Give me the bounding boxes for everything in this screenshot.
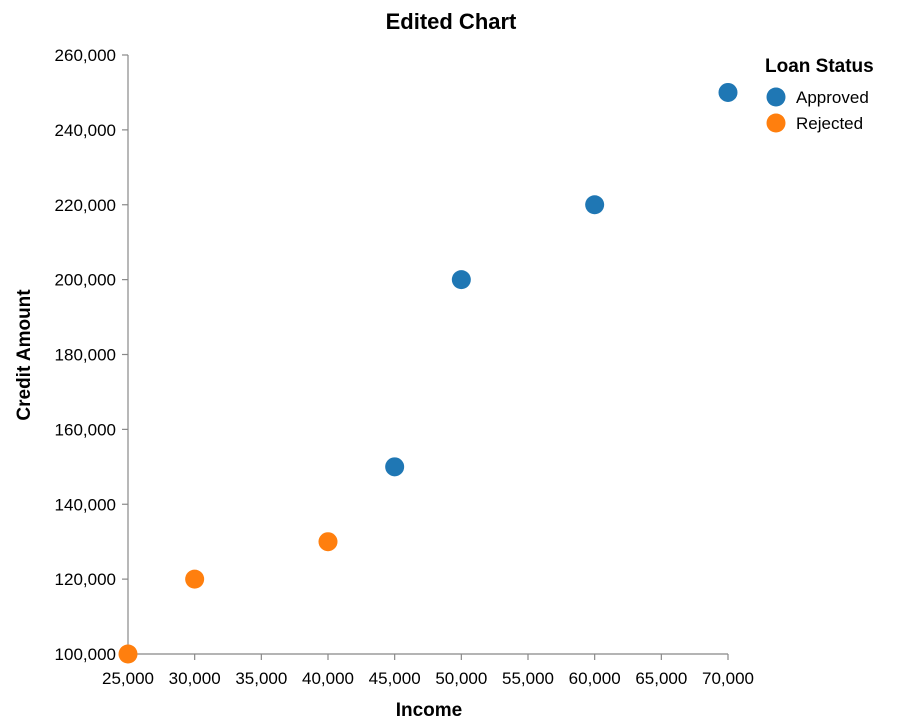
y-tick-label: 100,000 [55,645,116,664]
y-axis: 100,000 120,000 140,000 160,000 180,000 200,0… [55,46,129,664]
legend-title: Loan Status [765,56,874,77]
data-points [118,82,738,664]
data-point-approved[interactable] [385,457,405,477]
y-tick-label: 140,000 [55,495,116,514]
legend-swatch-rejected [766,113,786,133]
y-tick-label: 180,000 [55,346,116,365]
legend-label-rejected: Rejected [796,114,863,133]
x-tick-label: 35,000 [235,669,287,688]
data-point-approved[interactable] [451,270,471,290]
legend: Loan Status Approved Rejected [765,56,874,133]
x-axis: 25,000 30,000 35,000 40,000 45,000 50,000 55,0… [102,653,754,688]
legend-swatch-approved [766,87,786,107]
x-tick-label: 65,000 [635,669,687,688]
x-tick-label: 50,000 [435,669,487,688]
y-tick-label: 120,000 [55,570,116,589]
data-point-approved[interactable] [718,82,738,102]
y-axis-title: Credit Amount [14,289,35,421]
y-tick-label: 220,000 [55,196,116,215]
y-tick-label: 260,000 [55,46,116,65]
x-tick-label: 60,000 [569,669,621,688]
data-point-approved[interactable] [585,195,605,215]
x-tick-label: 70,000 [702,669,754,688]
x-tick-label: 25,000 [102,669,154,688]
y-tick-label: 240,000 [55,121,116,140]
x-axis-title: Income [396,700,463,721]
x-tick-label: 45,000 [369,669,421,688]
legend-label-approved: Approved [796,88,869,107]
x-tick-label: 40,000 [302,669,354,688]
chart-title: Edited Chart [386,9,517,34]
y-tick-label: 200,000 [55,271,116,290]
data-point-rejected[interactable] [318,532,338,552]
y-tick-label: 160,000 [55,420,116,439]
x-tick-label: 55,000 [502,669,554,688]
x-tick-label: 30,000 [169,669,221,688]
data-point-rejected[interactable] [185,569,205,589]
data-point-rejected[interactable] [118,644,138,664]
